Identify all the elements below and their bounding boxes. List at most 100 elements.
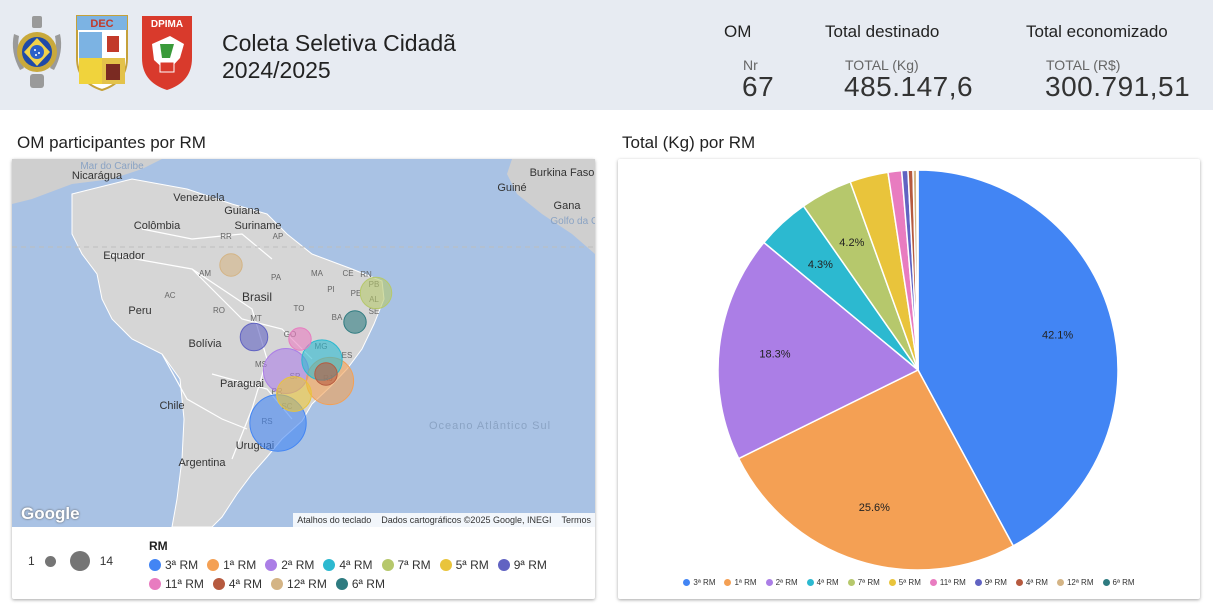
rm-legend-dot (335, 577, 348, 590)
label-argentina: Argentina (178, 457, 226, 469)
kpi-om-label: OM (724, 22, 752, 41)
label-oceano-atlantico: Oceano Atlântico Sul (429, 420, 551, 432)
rm-legend-label: 5ª RM (455, 557, 489, 572)
map-card: Nicarágua Venezuela Guiana Colômbia Suri… (12, 159, 595, 599)
pie-legend-item[interactable]: 7ª RM (847, 575, 880, 590)
label-guiana: Guiana (224, 205, 260, 217)
state-label-es: ES (342, 351, 353, 360)
label-peru: Peru (128, 305, 151, 317)
rm-legend-item[interactable]: 11ª RM (149, 576, 204, 591)
kpi-economizado-sublabel: TOTAL (R$) (1046, 57, 1121, 73)
pie-legend-label: 2ª RM (775, 578, 798, 587)
pie-section-title: Total (Kg) por RM (622, 133, 756, 152)
label-chile: Chile (159, 400, 184, 412)
pie-legend-item[interactable]: 6ª RM (1102, 575, 1135, 590)
rm-legend-title: RM (149, 539, 168, 553)
state-label-ac: AC (164, 291, 175, 300)
label-colombia: Colômbia (134, 220, 181, 232)
size-legend-min: 1 (28, 554, 35, 568)
label-suriname: Suriname (234, 220, 281, 232)
rm-legend-dot (149, 558, 161, 571)
state-label-se: SE (369, 307, 380, 316)
rm-legend-item[interactable]: 1ª RM (207, 557, 256, 572)
state-label-ce: CE (342, 269, 353, 278)
state-label-mt: MT (250, 314, 262, 323)
pie-legend-item[interactable]: 3ª RM (683, 575, 715, 590)
map-bubble-6[interactable] (239, 322, 269, 352)
pie-label-4: 4.2% (839, 237, 864, 249)
pie-legend-dot (1015, 579, 1023, 586)
rm-legend-item[interactable]: 12ª RM (271, 576, 327, 591)
map-bubble-8[interactable] (219, 253, 243, 277)
rm-legend-item[interactable]: 9ª RM (497, 557, 547, 572)
map-bubble-4[interactable] (276, 376, 312, 412)
rm-legend-label: 4ª RM (339, 557, 373, 572)
rm-legend-item[interactable]: 4ª RM (212, 576, 262, 591)
state-label-ba: BA (332, 313, 343, 322)
label-burkina-faso: Burkina Faso (530, 167, 595, 179)
terms-link[interactable]: Termos (561, 515, 591, 525)
army-emblem-icon (12, 16, 62, 88)
svg-text:DPIMA: DPIMA (151, 19, 183, 30)
rm-legend-dot (212, 577, 225, 590)
rm-legend-item[interactable]: 3ª RM (149, 557, 198, 572)
rm-legend-item[interactable]: 4ª RM (323, 557, 373, 572)
label-mar-caribe: Mar do Caribe (80, 161, 144, 172)
pie-legend-item[interactable]: 1ª RM (724, 575, 757, 590)
map-bubble-10[interactable] (314, 362, 338, 386)
kpi-destinado-label: Total destinado (825, 22, 940, 41)
rm-legend-dot (323, 558, 336, 571)
rm-legend-dot (207, 558, 220, 571)
map-bubble-7[interactable] (288, 327, 312, 351)
size-small-dot (44, 555, 56, 567)
rm-legend-item[interactable]: 6ª RM (335, 576, 385, 591)
pie-legend-item[interactable]: 11ª RM (929, 575, 966, 590)
pie-slice-10[interactable] (915, 169, 919, 371)
pie-legend-label: 7ª RM (857, 578, 880, 587)
rm-legend-item[interactable]: 2ª RM (265, 557, 314, 572)
pie-legend-label: 4ª RM (1025, 578, 1048, 587)
state-label-ma: MA (311, 269, 324, 278)
pie-legend-dot (974, 579, 982, 586)
rm-legend-label: 1ª RM (223, 557, 257, 572)
pie-slice-1[interactable] (737, 369, 1015, 571)
map-bubble-9[interactable] (343, 310, 367, 334)
size-large-dot (69, 551, 90, 571)
pie-legend-item[interactable]: 2ª RM (765, 575, 798, 590)
label-bolivia: Bolívia (188, 338, 222, 350)
pie-legend-dot (888, 579, 896, 586)
pie-legend-item[interactable]: 4ª RM (1015, 575, 1048, 590)
pie-chart[interactable]: 42.1% 25.6% 18.3% 4.3% 4.2% (618, 159, 1200, 571)
rm-legend-label: 2ª RM (281, 557, 315, 572)
state-label-rn: RN (360, 270, 372, 279)
pie-legend-item[interactable]: 9ª RM (974, 575, 1007, 590)
size-legend: 1 14 (28, 551, 113, 571)
map-bubble-5[interactable] (359, 276, 393, 310)
pie-legend-item[interactable]: 5ª RM (888, 575, 921, 590)
pie-legend-item[interactable]: 4ª RM (806, 575, 839, 590)
rm-legend-label: 12ª RM (287, 576, 327, 591)
map-section-title: OM participantes por RM (17, 133, 206, 152)
state-label-rr: RR (220, 232, 232, 241)
rm-legend-item[interactable]: 7ª RM (381, 557, 431, 572)
title-line-1: Coleta Seletiva Cidadã (222, 30, 456, 56)
map-viewport[interactable]: Nicarágua Venezuela Guiana Colômbia Suri… (12, 159, 595, 527)
pie-legend-label: 1ª RM (734, 578, 757, 587)
pie-legend-dot (847, 579, 855, 586)
pie-legend-item[interactable]: 12ª RM (1056, 575, 1094, 590)
label-nicaragua: Nicarágua (72, 170, 123, 182)
label-golfo-guine: Golfo da Guiné (550, 216, 595, 227)
state-label-to: TO (294, 304, 305, 313)
kpi-om-sublabel: Nr (743, 57, 758, 73)
rm-legend-dot (149, 577, 161, 590)
map-canvas[interactable]: Nicarágua Venezuela Guiana Colômbia Suri… (12, 159, 595, 527)
title-line-2: 2024/2025 (222, 57, 331, 83)
keyboard-shortcuts-link[interactable]: Atalhos do teclado (297, 515, 372, 525)
pie-slice-2[interactable] (717, 241, 920, 460)
rm-legend-item[interactable]: 5ª RM (439, 557, 489, 572)
pie-legend-label: 6ª RM (1112, 578, 1135, 587)
pie-slice-0[interactable] (917, 169, 1119, 547)
pie-legend-dot (765, 579, 773, 586)
pie-label-2: 18.3% (759, 348, 790, 360)
rm-legend-dot (497, 558, 510, 571)
